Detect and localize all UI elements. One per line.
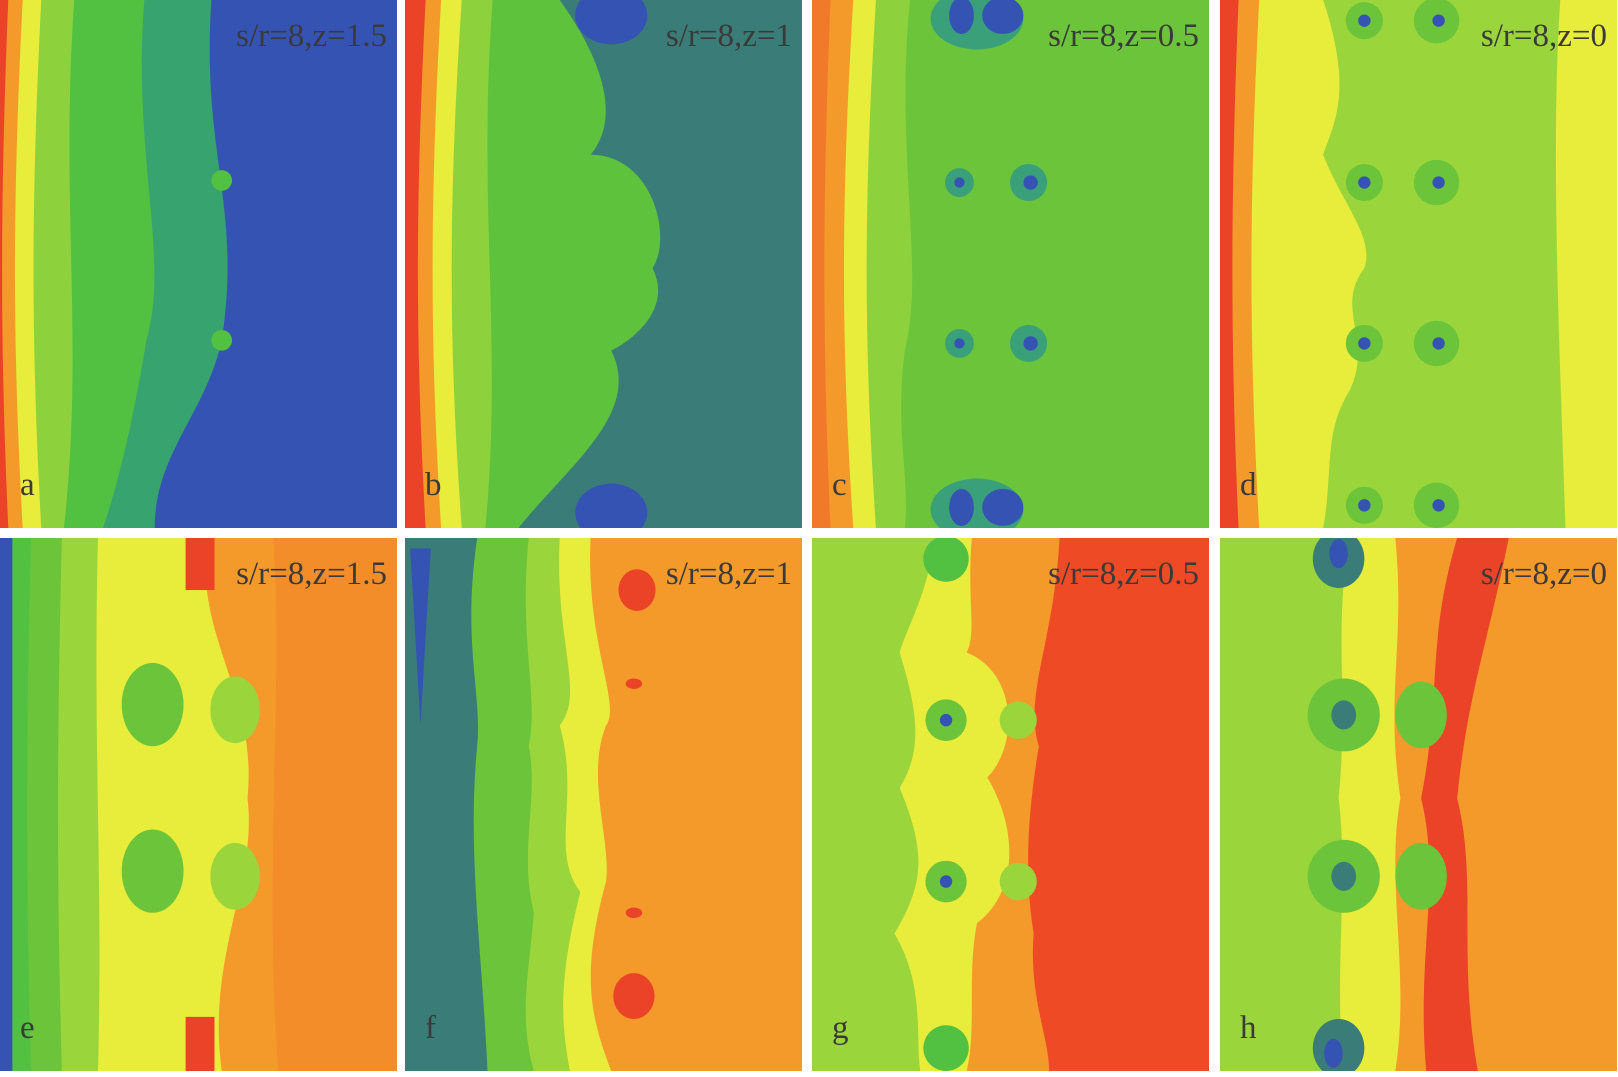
contour-map [812, 538, 1209, 1071]
panel: s/r=8,z=0.5 c [812, 0, 1209, 528]
panel: s/r=8,z=1 f [405, 538, 802, 1071]
panel-letter: e [20, 1010, 35, 1046]
contour-map [405, 538, 802, 1071]
panel-letter: b [425, 467, 442, 503]
panel-label: s/r=8,z=0.5 [1048, 18, 1199, 54]
panel: s/r=8,z=0 h [1220, 538, 1617, 1071]
panel: s/r=8,z=1.5 a [0, 0, 397, 528]
panel: s/r=8,z=1.5 e [0, 538, 397, 1071]
contour-map [812, 0, 1209, 528]
panel: s/r=8,z=1 b [405, 0, 802, 528]
contour-map [405, 0, 802, 528]
panel: s/r=8,z=0 d [1220, 0, 1617, 528]
panel-label: s/r=8,z=1.5 [236, 556, 387, 592]
contour-map [0, 0, 397, 528]
panel-label: s/r=8,z=1.5 [236, 18, 387, 54]
panel-label: s/r=8,z=0 [1480, 18, 1607, 54]
panel-letter: g [832, 1010, 849, 1046]
contour-map [0, 538, 397, 1071]
panel-letter: a [20, 467, 35, 503]
panel-label: s/r=8,z=1 [665, 556, 792, 592]
panel-letter: h [1240, 1010, 1257, 1046]
panel-label: s/r=8,z=0 [1480, 556, 1607, 592]
panel: s/r=8,z=0.5 g [812, 538, 1209, 1071]
panel-label: s/r=8,z=0.5 [1048, 556, 1199, 592]
contour-map [1220, 0, 1617, 528]
panel-letter: d [1240, 467, 1257, 503]
panel-letter: c [832, 467, 847, 503]
panel-letter: f [425, 1010, 436, 1046]
panel-label: s/r=8,z=1 [665, 18, 792, 54]
contour-map [1220, 538, 1617, 1071]
